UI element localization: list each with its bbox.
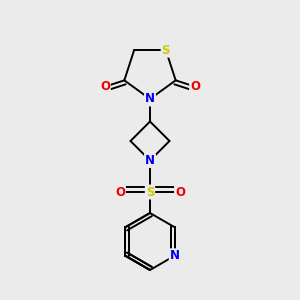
Text: N: N: [145, 154, 155, 167]
Text: S: S: [162, 44, 170, 57]
Text: N: N: [170, 249, 180, 262]
Text: O: O: [190, 80, 200, 93]
Text: O: O: [175, 185, 185, 199]
Text: N: N: [145, 92, 155, 106]
Text: S: S: [146, 185, 154, 199]
Text: O: O: [115, 185, 125, 199]
Text: O: O: [100, 80, 110, 93]
